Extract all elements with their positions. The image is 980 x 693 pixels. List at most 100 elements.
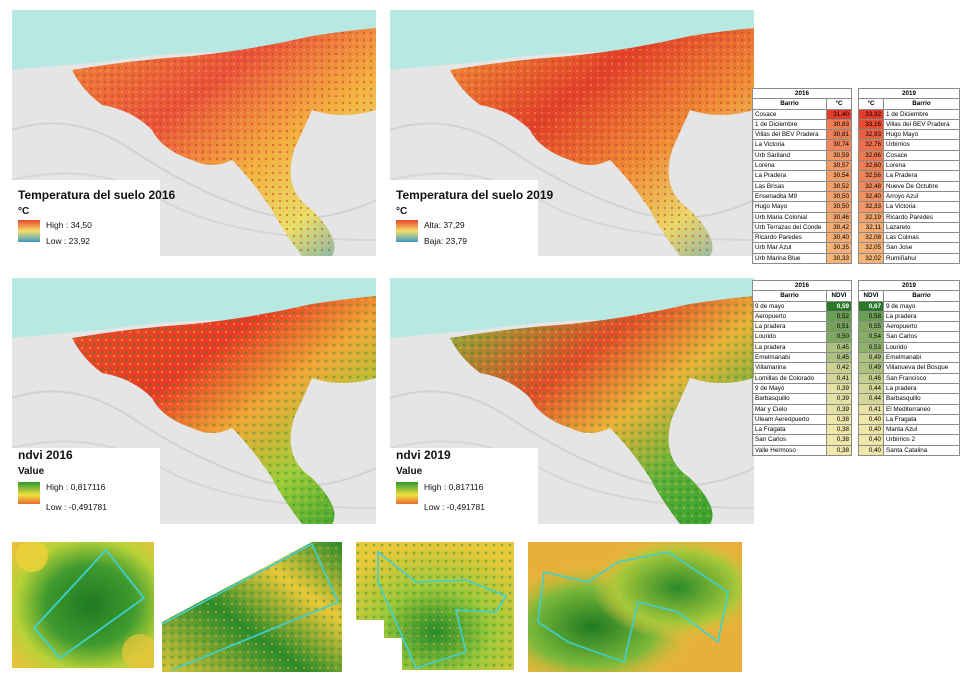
barrio-value: 0,58 xyxy=(858,310,884,323)
table-row: 32,66 Cosace xyxy=(858,149,960,162)
col-barrio: Barrio xyxy=(752,98,827,110)
barrio-name: Hugo Mayo xyxy=(752,201,827,213)
table-row: 32,40 Arroyo Azul xyxy=(858,190,960,203)
ndvi-2019-map: ndvi 2019 Value High : 0,817116 Low : -0… xyxy=(390,278,754,524)
table-row: 0,40 La Fragata xyxy=(858,413,960,426)
table-row: Urb Mar Azul 30,35 xyxy=(752,242,852,254)
barrio-value: 32,93 xyxy=(858,129,884,141)
table-row: La pradera 0,51 xyxy=(752,321,852,333)
barrio-name: Barbasquillo xyxy=(752,393,827,405)
map-title: ndvi 2019 xyxy=(396,448,451,462)
barrio-value: 0,40 xyxy=(858,424,884,436)
barrio-value: 30,42 xyxy=(826,221,852,234)
table-row: 0,49 Villanueva del Bosque xyxy=(858,362,960,374)
barrio-value: 33,16 xyxy=(858,118,884,131)
table-row: 0,40 Urbirrios 2 xyxy=(858,434,960,446)
barrio-name: Lomillas de Colorado xyxy=(752,372,827,384)
legend-unit: °C xyxy=(396,206,408,217)
barrio-name: Villanueva del Bosque xyxy=(883,362,960,374)
barrio-name: Manta Azul xyxy=(883,424,960,436)
legend-high: High : 34,50 xyxy=(46,220,92,230)
table-row: 0,40 Manta Azul xyxy=(858,424,960,436)
barrio-name: Emelmanabi xyxy=(752,352,827,364)
barrio-value: 0,59 xyxy=(826,300,852,312)
barrio-value: 32,05 xyxy=(858,242,884,254)
barrio-value: 30,50 xyxy=(826,190,852,203)
barrio-name: Arroyo Azul xyxy=(883,190,960,203)
barrio-value: 0,49 xyxy=(858,362,884,374)
color-ramp xyxy=(396,482,418,504)
barrio-value: 0,42 xyxy=(826,362,852,374)
barrio-name: Ricardo Paredes xyxy=(752,232,827,244)
temp-2016-map: Temperatura del suelo 2016 °C High : 34,… xyxy=(12,10,376,256)
barrio-name: Urb Mar Azul xyxy=(752,242,827,254)
barrio-name: Aeropuerto xyxy=(883,321,960,333)
barrio-value: 0,38 xyxy=(826,444,852,457)
table-row: 32,56 La Pradera xyxy=(858,170,960,182)
map-title: Temperatura del suelo 2016 xyxy=(18,188,176,202)
barrio-name: Urb Maria Colonial xyxy=(752,211,827,223)
barrio-value: 0,45 xyxy=(826,341,852,354)
detail-panel-4 xyxy=(528,542,742,672)
table-row: Barbasquillo 0,39 xyxy=(752,393,852,405)
table-row: 0,46 San Francisco xyxy=(858,372,960,384)
barrio-value: 32,66 xyxy=(858,149,884,162)
table-row: San Carlos 0,38 xyxy=(752,434,852,446)
barrio-value: 0,41 xyxy=(826,372,852,384)
detail-panel-3 xyxy=(356,542,514,670)
table-row: Aeropuerto 0,52 xyxy=(752,310,852,323)
barrio-value: 0,40 xyxy=(858,434,884,446)
table-row: Ricardo Paredes 30,40 xyxy=(752,232,852,244)
barrio-value: 32,40 xyxy=(858,190,884,203)
barrio-name: Lorena xyxy=(752,160,827,172)
barrio-name: La Fragata xyxy=(752,424,827,436)
barrio-value: 0,41 xyxy=(858,403,884,415)
table-row: 32,05 San Jose xyxy=(858,242,960,254)
barrio-value: 31,40 xyxy=(826,108,852,120)
legend-high: High : 0,817116 xyxy=(424,482,484,492)
legend-low: Low : 23,92 xyxy=(46,236,90,246)
table-row: 32,33 La Victoria xyxy=(858,201,960,213)
barrio-name: Las Brisas xyxy=(752,180,827,192)
detail-panel-2 xyxy=(162,542,342,672)
barrio-value: 30,81 xyxy=(826,129,852,141)
barrio-name: La pradera xyxy=(883,382,960,395)
barrio-name: La pradera xyxy=(752,341,827,354)
table-row: 32,02 Rumiñahui xyxy=(858,252,960,265)
barrio-value: 32,48 xyxy=(858,180,884,192)
table-row: 0,54 San Carlos xyxy=(858,331,960,343)
barrio-value: 30,59 xyxy=(826,149,852,162)
barrio-value: 30,52 xyxy=(826,180,852,192)
barrio-name: 1 de Diciembre xyxy=(883,108,960,120)
table-row: Lorena 30,57 xyxy=(752,160,852,172)
table-row: 32,76 Urbirrios xyxy=(858,139,960,151)
barrio-name: El Mediterraneo xyxy=(883,403,960,415)
table-row: 0,55 Aeropuerto xyxy=(858,321,960,333)
barrio-name: Urb Sariland xyxy=(752,149,827,162)
legend-unit: °C xyxy=(18,206,30,217)
barrio-name: Lourido xyxy=(752,331,827,343)
barrio-name: 9 de Mayo xyxy=(752,382,827,395)
barrio-value: 0,38 xyxy=(826,413,852,426)
table-row: 0,40 Santa Catalina xyxy=(858,444,960,457)
barrio-value: 0,39 xyxy=(826,393,852,405)
barrio-name: La pradera xyxy=(883,310,960,323)
table-year: 2019 xyxy=(858,279,960,292)
barrio-name: Barbasquillo xyxy=(883,393,960,405)
barrio-value: 30,33 xyxy=(826,252,852,265)
barrio-value: 30,54 xyxy=(826,170,852,182)
map-legend: Value High : 0,817116 Low : -0,491781 xyxy=(18,466,158,518)
barrio-value: 0,44 xyxy=(858,393,884,405)
barrio-value: 0,52 xyxy=(826,310,852,323)
barrio-name: Urbirrios xyxy=(883,139,960,151)
barrio-name: Lazareto xyxy=(883,221,960,234)
barrio-value: 30,50 xyxy=(826,201,852,213)
barrio-name: Rumiñahui xyxy=(883,252,960,265)
barrio-value: 32,19 xyxy=(858,211,884,223)
table-row: La Fragata 0,38 xyxy=(752,424,852,436)
map-title: ndvi 2016 xyxy=(18,448,73,462)
legend-high: High : 0,817116 xyxy=(46,482,106,492)
barrio-name: Nueve De Octubre xyxy=(883,180,960,192)
table-year: 2016 xyxy=(752,279,852,292)
barrio-value: 30,46 xyxy=(826,211,852,223)
